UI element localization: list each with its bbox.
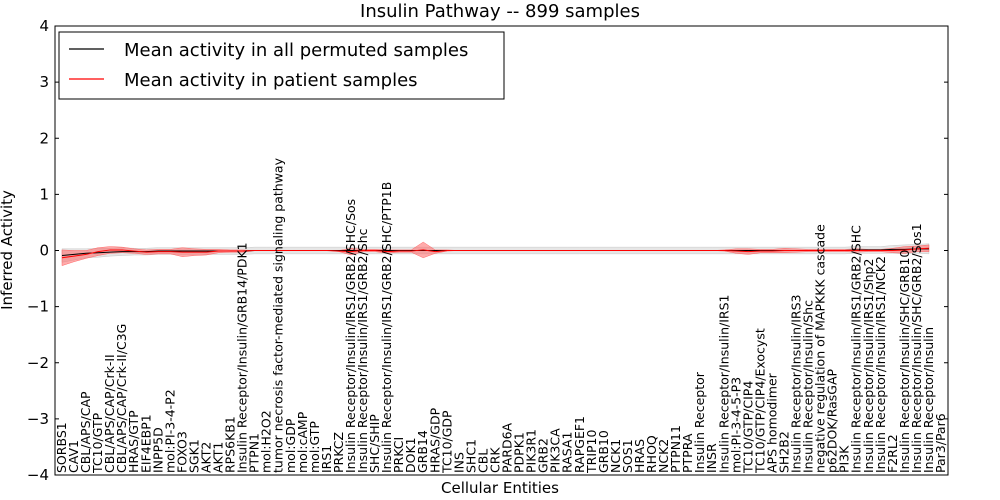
y-tick-label: 0 [39,242,49,260]
x-category-label: SHC/SHIP [367,414,382,473]
series-line-patient [61,247,929,259]
y-tick-label: 2 [39,129,49,147]
confidence-band-patient [61,241,930,266]
x-category-label: SOS1 [620,439,635,473]
x-category-label: RHOQ [644,435,659,473]
x-category-label: PTPRA [680,433,695,473]
x-category-label: Insulin Receptor/Insulin/IRS1 [716,295,731,473]
x-category-label: TC10/GTP [90,412,105,474]
x-category-label: APS homodimer [764,372,779,473]
x-category-label: INS [451,452,466,473]
x-category-label: Insulin Receptor/Insulin/IRS1/GRB2/SHC/P… [379,182,394,473]
x-category-label: GRB10 [596,430,611,473]
x-category-label: CBL/APS/CAP [78,391,93,473]
y-tick-label: 1 [39,185,49,203]
x-axis-label: Cellular Entities [441,479,559,497]
x-category-label: PIK3CA [548,428,563,473]
x-category-label: tumor necrosis factor-mediated signaling… [271,157,286,473]
y-tick-label: −3 [27,410,49,428]
x-category-label: PRKCI [391,437,406,473]
x-category-label: HRAS/GDP [427,407,442,473]
legend-label-permuted: Mean activity in all permuted samples [124,40,468,61]
x-category-label: CBL [475,449,490,473]
chart-title: Insulin Pathway -- 899 samples [360,1,640,22]
x-category-label: AKT1 [211,442,226,473]
x-category-label: PTPN11 [668,425,683,473]
category-labels: SORBS1CAV1CBL/APS/CAPTC10/GTPCBL/APS/CAP… [54,157,948,474]
x-category-label: HRAS [632,439,647,473]
x-category-label: HRAS/GTP [126,410,141,473]
x-category-label: TRIP10 [584,430,599,474]
x-category-label: p62DOK/RasGAP [825,368,840,473]
x-category-label: mol:GDP [283,418,298,473]
y-axis-ticks: −4 −3 −2 −1 0 1 2 3 4 [27,17,948,484]
x-category-label: PIK3R1 [524,429,539,473]
x-category-label: Insulin Receptor/Insulin/SHC/GRB10 [897,250,912,473]
x-category-label: SORBS1 [54,422,69,473]
series-bands [61,241,930,266]
x-category-label: TC10/GDP [439,410,454,474]
x-category-label: PTPN1 [247,433,262,473]
x-category-label: mol:PI-3-4-P2 [162,389,177,473]
x-category-label: F2RL2 [885,434,900,473]
x-category-label: CBL/APS/CAP/Crk-II/C3G [114,324,129,473]
x-category-label: Insulin Receptor/Insulin/IRS1/GRB2/Shc [355,228,370,473]
x-category-label: Insulin Receptor [692,371,707,473]
x-category-label: NCK1 [608,439,623,473]
x-category-label: Insulin Receptor/Insulin/GRB14/PDK1 [235,242,250,473]
x-category-label: CRK [487,447,502,473]
x-category-label: Insulin Receptor/Insulin/IRS1/GRB2/SHC/S… [343,199,358,473]
x-category-label: DOK1 [403,437,418,473]
x-category-label: TC10/GTP/CIP4/Exocyst [752,328,767,474]
x-category-label: FOXO3 [174,431,189,473]
legend-box [58,31,505,100]
y-tick-label: −2 [27,354,49,372]
x-category-label: SHC1 [463,439,478,473]
x-category-label: PI3K [837,445,852,473]
x-category-label: Insulin Receptor/Insulin [921,327,936,473]
y-axis-label: Inferred Activity [0,190,16,310]
x-category-label: TC10/GTP/CIP4 [740,381,755,474]
x-category-label: INSR [704,443,719,473]
x-category-label: CBL/APS/CAP/Crk-II [102,354,117,473]
y-tick-label: −1 [27,298,49,316]
x-category-label: EIF4EBP1 [138,414,153,473]
x-category-label: INPP5D [150,427,165,473]
x-category-label: AKT2 [198,442,213,473]
series-lines [61,247,929,259]
x-category-label: SH2B2 [776,431,791,473]
x-category-label: RASA1 [560,432,575,473]
x-category-label: GRB2 [536,438,551,473]
x-category-label: PRKCZ [331,432,346,473]
legend-label-patient: Mean activity in patient samples [124,70,418,91]
legend: Mean activity in all permuted samples Me… [58,31,505,100]
x-category-label: PDPK1 [512,432,527,473]
x-category-label: Insulin Receptor/Insulin/SHC/GRB2/Sos1 [909,223,924,473]
x-category-label: IRS1 [319,445,334,473]
x-category-label: PARD6A [500,422,515,473]
x-category-label: NCK2 [656,439,671,473]
x-category-label: mol:H2O2 [259,410,274,473]
x-category-label: RPS6KB1 [223,416,238,473]
x-category-label: mol:GTP [307,421,322,473]
y-tick-label: −4 [27,466,49,484]
y-tick-label: 3 [39,73,49,91]
x-category-label: Par3/Par6 [933,413,948,473]
confidence-band-permuted [61,243,930,263]
x-category-label: Insulin Receptor/Insulin/IRS1/Shp2 [861,259,876,473]
x-category-label: Insulin Receptor/Insulin/IRS1/NCK2 [873,256,888,473]
x-category-label: Insulin Receptor/Insulin/IRS1/GRB2/SHC [849,225,864,473]
x-category-label: CAV1 [66,440,81,473]
x-category-label: mol:cAMP [295,411,310,473]
x-category-label: Insulin Receptor/Insulin/IRS3 [789,295,804,473]
x-category-label: negative regulation of MAPKKK cascade [813,224,828,473]
x-category-label: Insulin Receptor/Insulin/Shc [801,300,816,473]
x-category-label: SGK1 [186,439,201,473]
x-category-label: GRB14 [415,430,430,473]
y-tick-label: 4 [39,17,49,35]
x-category-label: RAPGEF1 [572,416,587,473]
x-category-label: mol:PI-3-4-5-P3 [728,377,743,473]
